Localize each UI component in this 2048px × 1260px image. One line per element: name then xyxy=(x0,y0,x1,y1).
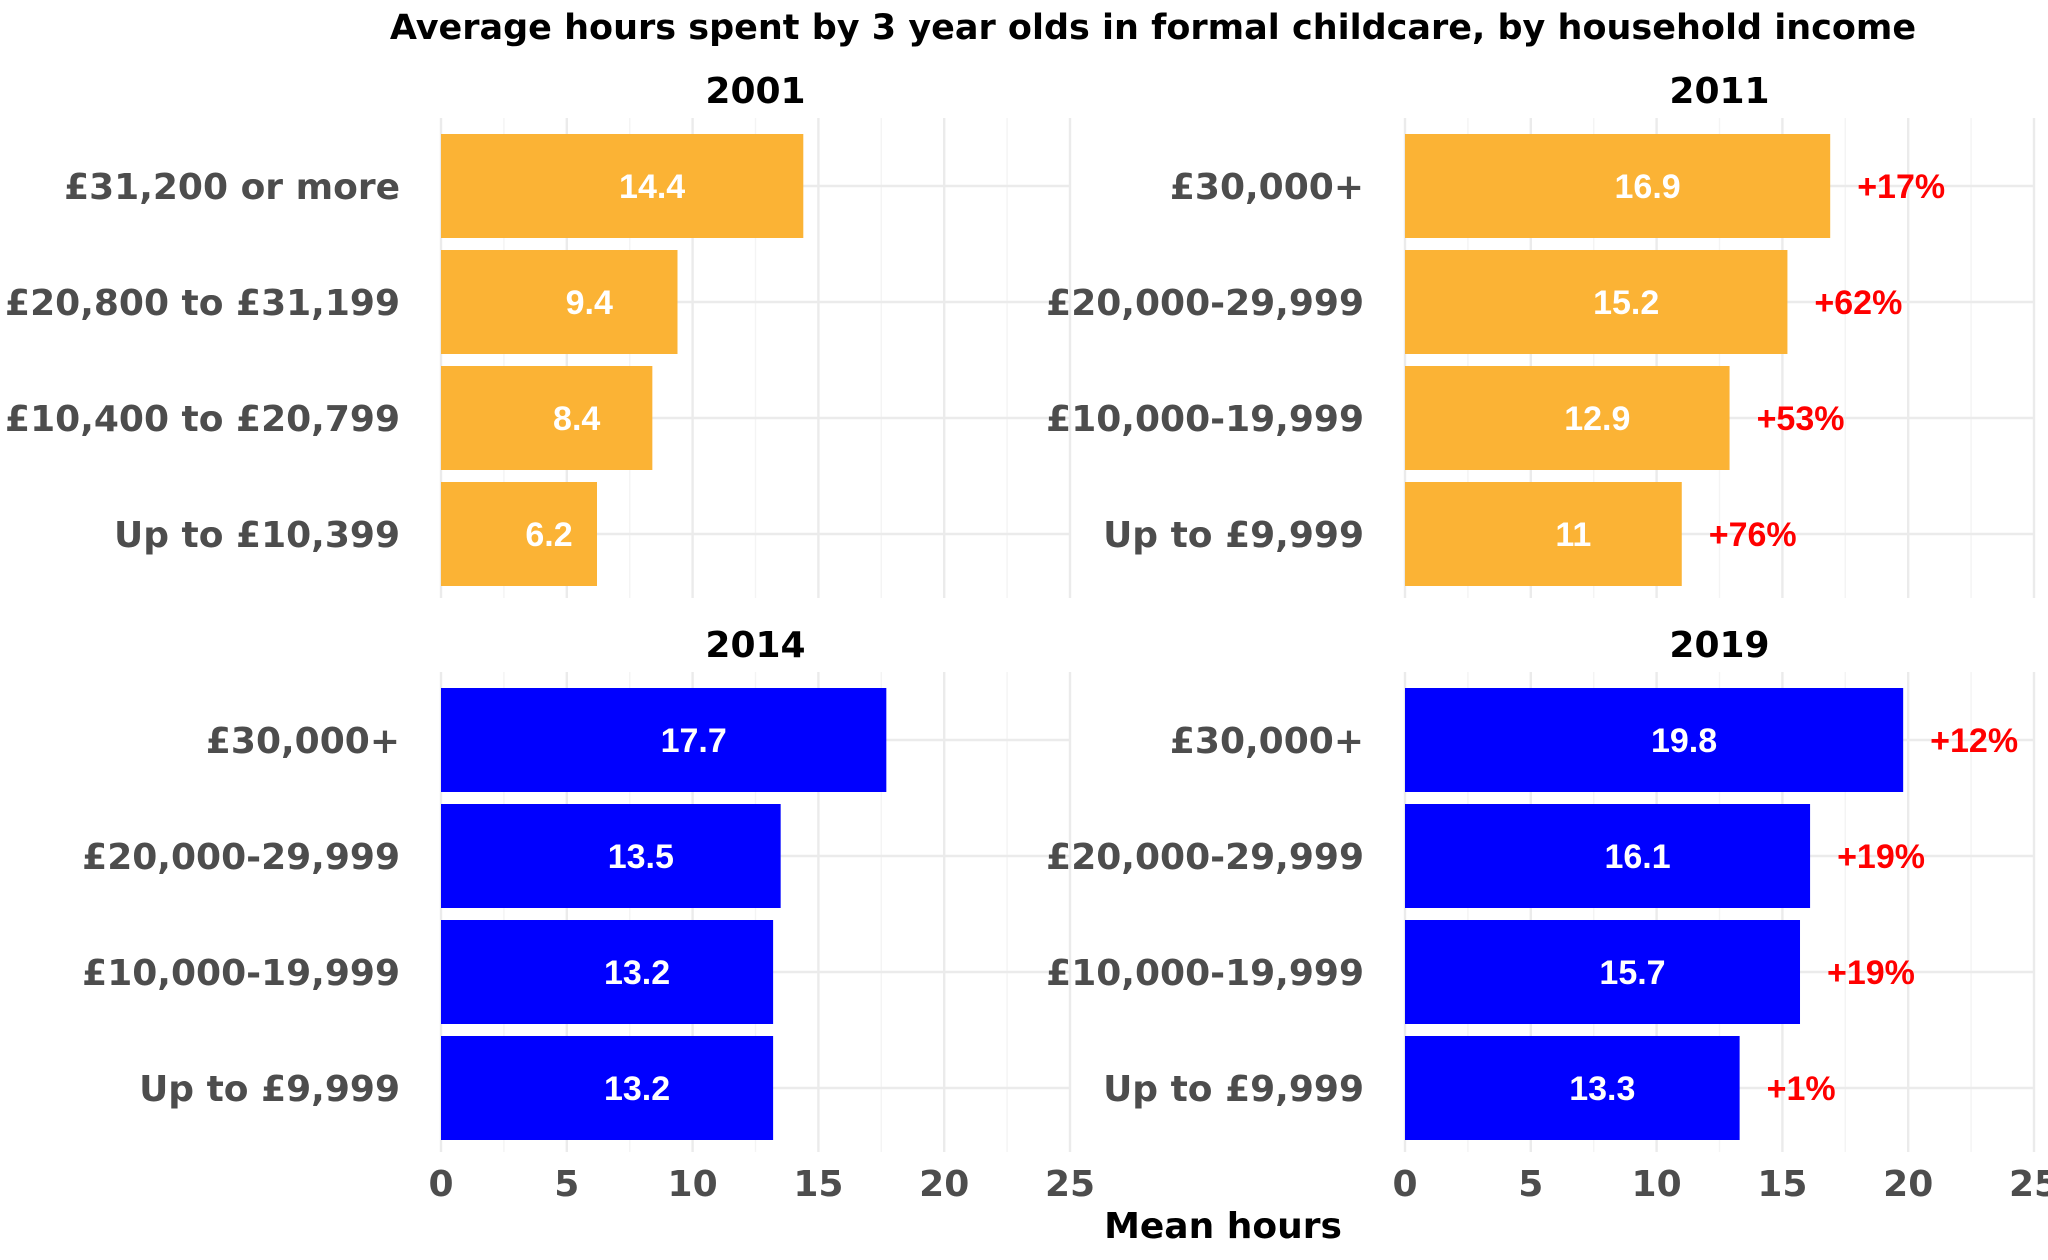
value-label: 15.7 xyxy=(1599,954,1665,992)
value-label: 14.4 xyxy=(619,168,685,206)
change-label: +17% xyxy=(1857,168,1945,206)
value-label: 12.9 xyxy=(1564,400,1630,438)
category-label: £10,000-19,999 xyxy=(82,953,400,994)
value-label: 6.2 xyxy=(525,516,572,554)
category-label: £20,000-29,999 xyxy=(1046,837,1364,878)
value-label: 16.1 xyxy=(1604,838,1670,876)
category-label: £10,000-19,999 xyxy=(1046,953,1364,994)
panel-2001: 2001 £31,200 or more 14.4 £20,800 to £31,19… xyxy=(5,71,1072,598)
category-label: Up to £10,399 xyxy=(114,515,400,556)
panel-title: 2011 xyxy=(1669,71,1769,112)
x-axis-label: Mean hours xyxy=(1104,1206,1342,1247)
category-label: £30,000+ xyxy=(206,721,400,762)
bar xyxy=(1405,134,1831,238)
bar xyxy=(441,134,804,238)
panel-title: 2014 xyxy=(705,625,805,666)
value-label: 15.2 xyxy=(1593,284,1659,322)
bar xyxy=(1405,1036,1740,1140)
bar xyxy=(1405,250,1788,354)
bar xyxy=(441,920,774,1024)
bar xyxy=(441,250,678,354)
bar xyxy=(1405,804,1811,908)
change-label: +76% xyxy=(1709,516,1797,554)
value-label: 17.7 xyxy=(661,722,727,760)
category-label: Up to £9,999 xyxy=(1103,515,1364,556)
category-label: £10,400 to £20,799 xyxy=(5,399,400,440)
panel-title: 2019 xyxy=(1669,625,1769,666)
change-label: +19% xyxy=(1837,838,1925,876)
value-label: 19.8 xyxy=(1651,722,1717,760)
change-label: +53% xyxy=(1757,400,1845,438)
x-tick-label: 20 xyxy=(1883,1164,1933,1205)
change-label: +19% xyxy=(1827,954,1915,992)
category-label: Up to £9,999 xyxy=(139,1069,400,1110)
value-label: 13.5 xyxy=(608,838,674,876)
value-label: 13.2 xyxy=(604,954,670,992)
panel-2011: 2011 £30,000+ 16.9 +17% £20,000-29,999 15.2 +6… xyxy=(1046,71,2036,598)
x-tick-label: 25 xyxy=(1045,1164,1095,1205)
category-label: £20,800 to £31,199 xyxy=(5,283,400,324)
bar xyxy=(1405,920,1801,1024)
value-label: 11 xyxy=(1555,516,1591,554)
value-label: 13.2 xyxy=(604,1070,670,1108)
change-label: +1% xyxy=(1767,1070,1836,1108)
x-tick-label: 0 xyxy=(1392,1164,1417,1205)
bar xyxy=(441,688,887,792)
bar xyxy=(441,804,781,908)
x-tick-label: 15 xyxy=(1757,1164,1807,1205)
x-tick-label: 5 xyxy=(1518,1164,1543,1205)
change-label: +12% xyxy=(1930,722,2018,760)
chart-panels: 2001 £31,200 or more 14.4 £20,800 to £31,19… xyxy=(5,71,2048,1205)
bar xyxy=(441,1036,774,1140)
category-label: £31,200 or more xyxy=(64,167,400,208)
bar xyxy=(1405,688,1904,792)
panel-2014: 2014 £30,000+ 17.7 £20,000-29,999 13.5 £10,00… xyxy=(82,625,1095,1205)
panel-2019: 2019 £30,000+ 19.8 +12% £20,000-29,999 16.1 +1… xyxy=(1046,625,2048,1205)
x-tick-label: 10 xyxy=(1632,1164,1682,1205)
category-label: £30,000+ xyxy=(1170,167,1364,208)
x-tick-label: 20 xyxy=(919,1164,969,1205)
bar xyxy=(1405,482,1682,586)
x-tick-label: 15 xyxy=(793,1164,843,1205)
category-label: £20,000-29,999 xyxy=(1046,283,1364,324)
x-tick-label: 0 xyxy=(428,1164,453,1205)
bar xyxy=(441,366,653,470)
x-tick-label: 5 xyxy=(554,1164,579,1205)
bar xyxy=(1405,366,1730,470)
category-label: £20,000-29,999 xyxy=(82,837,400,878)
bar xyxy=(441,482,597,586)
category-label: Up to £9,999 xyxy=(1103,1069,1364,1110)
value-label: 16.9 xyxy=(1615,168,1681,206)
value-label: 8.4 xyxy=(553,400,600,438)
value-label: 9.4 xyxy=(566,284,613,322)
value-label: 13.3 xyxy=(1569,1070,1635,1108)
change-label: +62% xyxy=(1814,284,1902,322)
x-tick-label: 25 xyxy=(2009,1164,2048,1205)
panel-title: 2001 xyxy=(705,71,805,112)
category-label: £10,000-19,999 xyxy=(1046,399,1364,440)
chart-title: Average hours spent by 3 year olds in fo… xyxy=(390,8,1916,48)
x-tick-label: 10 xyxy=(668,1164,718,1205)
category-label: £30,000+ xyxy=(1170,721,1364,762)
